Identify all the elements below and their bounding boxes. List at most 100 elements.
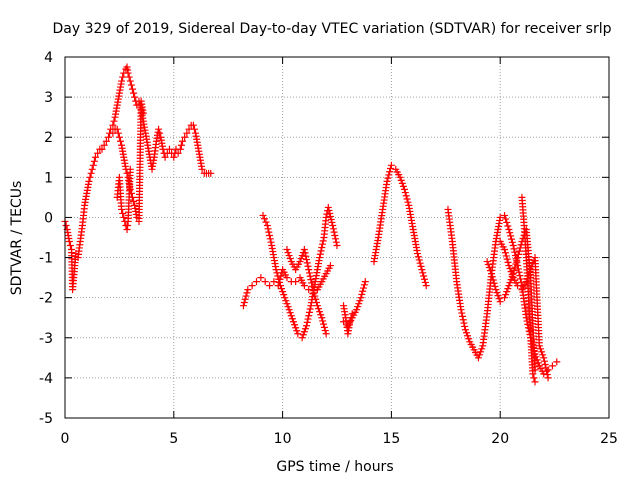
data-point bbox=[301, 325, 309, 333]
data-point bbox=[259, 211, 267, 219]
data-point bbox=[274, 272, 282, 280]
data-point bbox=[357, 294, 365, 302]
data-point bbox=[266, 282, 274, 290]
data-point bbox=[183, 129, 191, 137]
data-point bbox=[267, 238, 275, 246]
data-point bbox=[105, 133, 113, 141]
data-point bbox=[308, 279, 316, 287]
data-point bbox=[310, 289, 318, 297]
data-point bbox=[89, 161, 97, 169]
data-point bbox=[514, 282, 522, 290]
data-point bbox=[397, 176, 405, 184]
data-point bbox=[496, 298, 504, 306]
data-point bbox=[491, 282, 499, 290]
data-point bbox=[198, 165, 206, 173]
data-point bbox=[460, 319, 468, 327]
data-point bbox=[358, 290, 366, 298]
x-tick-label: 5 bbox=[169, 431, 178, 447]
data-point bbox=[511, 263, 519, 271]
plot-frame bbox=[64, 56, 610, 419]
data-point bbox=[422, 282, 430, 290]
data-point bbox=[313, 302, 321, 310]
data-point bbox=[305, 266, 313, 274]
x-tick-label: 20 bbox=[491, 431, 509, 447]
data-point bbox=[515, 268, 523, 276]
data-point bbox=[124, 69, 132, 77]
x-tick-labels: 0 5 10 15 20 25 bbox=[61, 431, 618, 447]
data-point bbox=[243, 289, 251, 297]
data-point bbox=[507, 232, 515, 240]
data-point bbox=[329, 221, 337, 229]
data-point bbox=[478, 345, 486, 353]
data-point bbox=[179, 137, 187, 145]
data-point bbox=[303, 322, 311, 330]
data-point bbox=[514, 250, 522, 258]
data-point bbox=[506, 279, 514, 287]
data-point bbox=[91, 153, 99, 161]
data-point bbox=[62, 221, 70, 229]
data-point bbox=[118, 205, 126, 213]
data-point bbox=[300, 246, 308, 254]
data-point bbox=[515, 247, 523, 255]
data-point bbox=[459, 316, 467, 324]
data-point bbox=[115, 133, 123, 141]
data-point bbox=[542, 364, 550, 372]
data-point bbox=[400, 185, 408, 193]
data-point bbox=[120, 213, 128, 221]
data-point bbox=[416, 259, 424, 267]
y-tick-label: 0 bbox=[44, 210, 53, 226]
data-point bbox=[505, 225, 513, 233]
data-point bbox=[127, 81, 135, 89]
data-point bbox=[85, 177, 93, 185]
data-point bbox=[418, 266, 426, 274]
data-point bbox=[415, 256, 423, 264]
data-point bbox=[508, 271, 516, 279]
data-point bbox=[299, 331, 307, 339]
data-point bbox=[280, 291, 288, 299]
data-point bbox=[332, 235, 340, 243]
data-point bbox=[465, 335, 473, 343]
data-point bbox=[114, 129, 122, 137]
data-point bbox=[354, 303, 362, 311]
data-point bbox=[320, 323, 328, 331]
data-point bbox=[387, 161, 395, 169]
data-point bbox=[531, 378, 539, 386]
data-point bbox=[239, 302, 247, 310]
data-point bbox=[131, 93, 139, 101]
data-point bbox=[315, 305, 323, 313]
data-point bbox=[270, 278, 278, 286]
data-point bbox=[165, 145, 173, 153]
data-point bbox=[294, 330, 302, 338]
y-tick-label: 1 bbox=[44, 170, 53, 186]
data-point bbox=[396, 173, 404, 181]
data-point bbox=[508, 238, 516, 246]
data-point bbox=[126, 77, 134, 85]
data-point bbox=[330, 228, 338, 236]
data-point bbox=[488, 273, 496, 281]
data-point bbox=[266, 235, 274, 243]
data-point bbox=[489, 276, 497, 284]
data-point bbox=[417, 262, 425, 270]
data-point bbox=[207, 169, 215, 177]
data-point bbox=[100, 141, 108, 149]
data-point bbox=[98, 145, 106, 153]
data-point bbox=[414, 253, 422, 261]
data-point bbox=[284, 249, 292, 257]
y-tick-label: 2 bbox=[44, 130, 53, 146]
data-point bbox=[110, 117, 118, 125]
data-point bbox=[402, 192, 410, 200]
data-point bbox=[501, 211, 509, 219]
data-point bbox=[298, 334, 306, 342]
data-point bbox=[289, 318, 297, 326]
data-point bbox=[241, 295, 249, 303]
data-point bbox=[156, 129, 164, 137]
data-point bbox=[540, 357, 548, 365]
data-point bbox=[305, 312, 313, 320]
axis-ticks bbox=[64, 56, 610, 419]
data-point bbox=[324, 203, 332, 211]
data-point bbox=[272, 266, 280, 274]
data-point bbox=[516, 272, 524, 280]
data-point bbox=[543, 367, 551, 375]
data-point bbox=[534, 359, 542, 367]
data-point bbox=[492, 286, 500, 294]
